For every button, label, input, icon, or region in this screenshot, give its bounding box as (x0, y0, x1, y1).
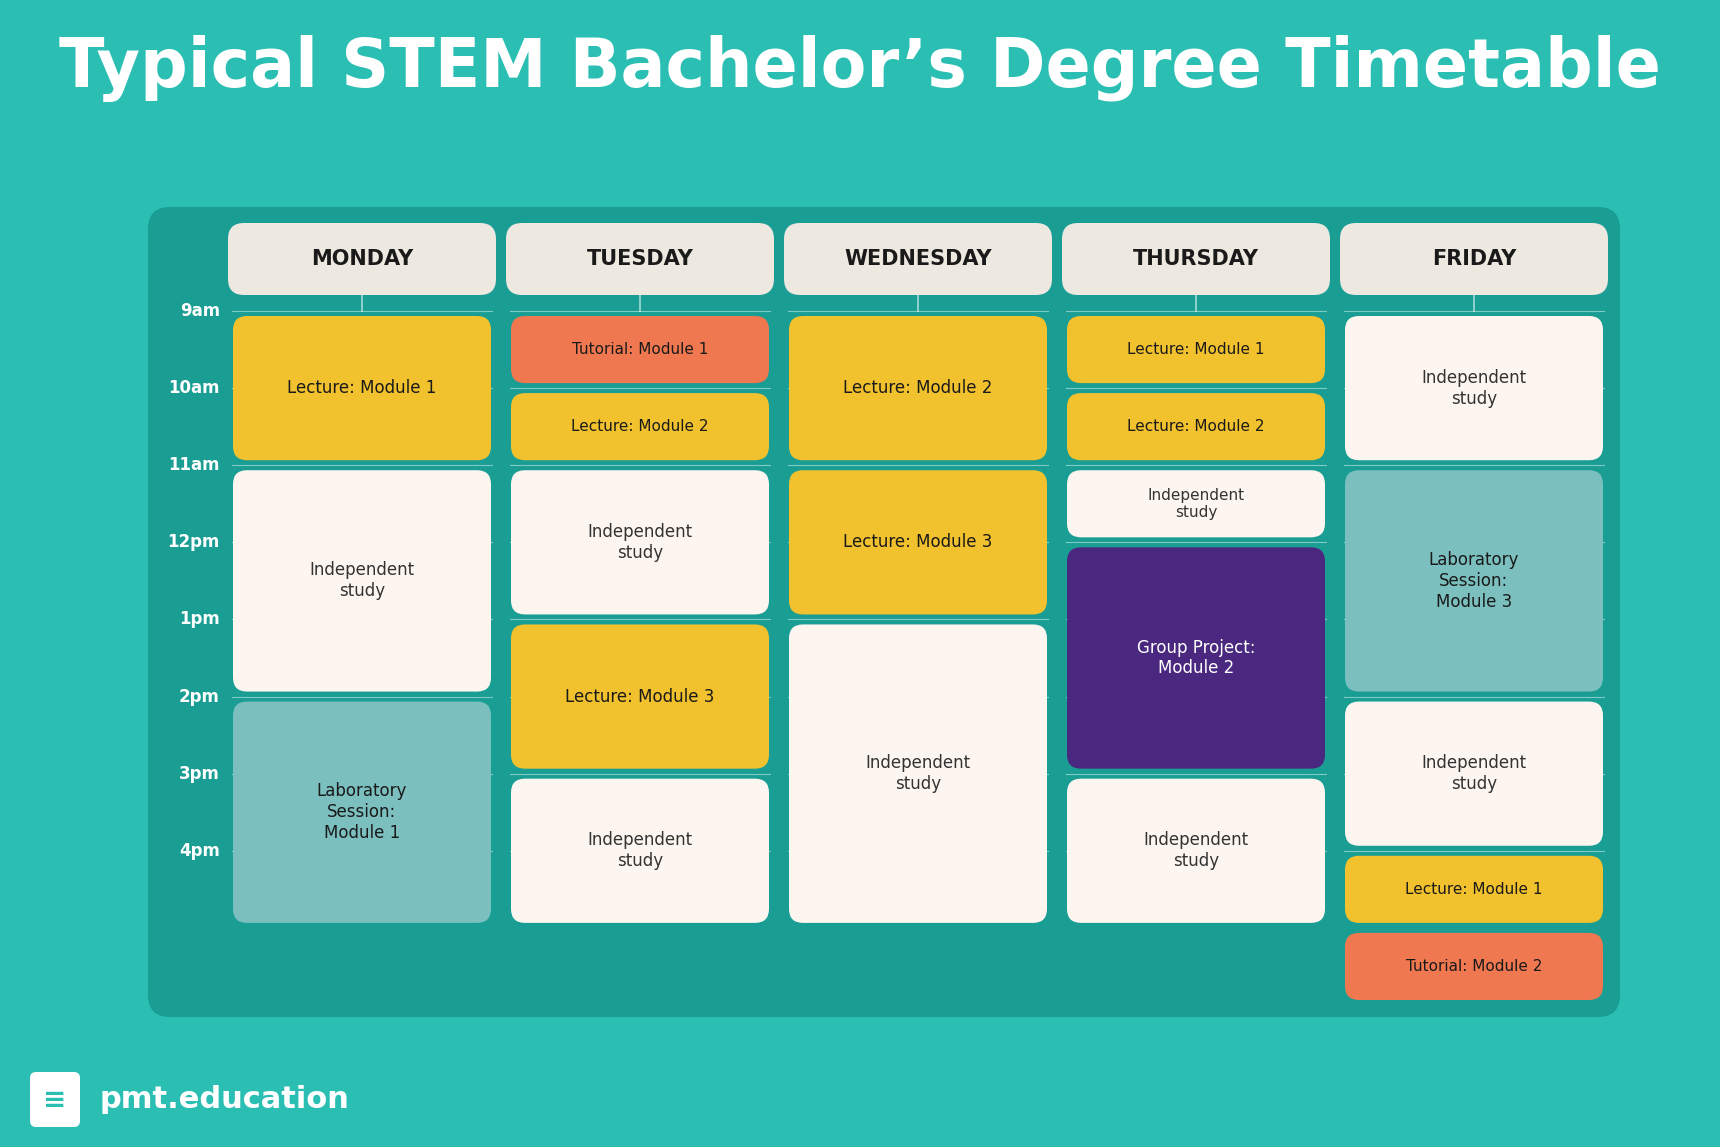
Text: Laboratory
Session:
Module 1: Laboratory Session: Module 1 (316, 782, 408, 842)
FancyBboxPatch shape (1345, 470, 1603, 692)
FancyBboxPatch shape (1066, 470, 1324, 537)
Text: ≡: ≡ (43, 1080, 76, 1118)
Text: Group Project:
Module 2: Group Project: Module 2 (1137, 639, 1256, 678)
Text: 4pm: 4pm (179, 842, 220, 860)
FancyBboxPatch shape (1066, 393, 1324, 460)
FancyBboxPatch shape (1345, 933, 1603, 1000)
Text: Lecture: Module 3: Lecture: Module 3 (843, 533, 992, 552)
FancyBboxPatch shape (1345, 702, 1603, 845)
FancyBboxPatch shape (789, 317, 1047, 460)
FancyBboxPatch shape (1066, 779, 1324, 923)
FancyBboxPatch shape (148, 206, 1620, 1017)
Text: Lecture: Module 2: Lecture: Module 2 (571, 419, 709, 435)
Text: ≡: ≡ (43, 1086, 67, 1114)
Text: Lecture: Module 1: Lecture: Module 1 (287, 380, 437, 397)
Text: Lecture: Module 2: Lecture: Module 2 (843, 380, 992, 397)
Text: 3pm: 3pm (179, 765, 220, 782)
FancyBboxPatch shape (511, 317, 769, 383)
Text: Lecture: Module 2: Lecture: Module 2 (1127, 419, 1264, 435)
Text: 9am: 9am (181, 302, 220, 320)
FancyBboxPatch shape (789, 624, 1047, 923)
FancyBboxPatch shape (1066, 547, 1324, 768)
Text: pmt.education: pmt.education (100, 1085, 349, 1115)
Text: Independent
study: Independent study (865, 755, 970, 793)
Text: TUESDAY: TUESDAY (587, 249, 693, 270)
Text: Lecture: Module 1: Lecture: Module 1 (1127, 342, 1264, 357)
Text: Laboratory
Session:
Module 3: Laboratory Session: Module 3 (1429, 551, 1519, 610)
FancyBboxPatch shape (29, 1072, 81, 1128)
FancyBboxPatch shape (789, 470, 1047, 615)
FancyBboxPatch shape (232, 702, 490, 923)
Text: 12pm: 12pm (167, 533, 220, 552)
Text: 1pm: 1pm (179, 610, 220, 629)
FancyBboxPatch shape (229, 223, 495, 295)
FancyBboxPatch shape (511, 779, 769, 923)
FancyBboxPatch shape (511, 624, 769, 768)
Text: 10am: 10am (169, 380, 220, 397)
FancyBboxPatch shape (784, 223, 1053, 295)
Text: THURSDAY: THURSDAY (1133, 249, 1259, 270)
Text: Tutorial: Module 2: Tutorial: Module 2 (1405, 959, 1543, 974)
Text: Typical STEM Bachelor’s Degree Timetable: Typical STEM Bachelor’s Degree Timetable (58, 34, 1662, 101)
Text: WEDNESDAY: WEDNESDAY (845, 249, 992, 270)
Text: MONDAY: MONDAY (311, 249, 413, 270)
Text: Independent
study: Independent study (1147, 487, 1245, 520)
Text: Independent
study: Independent study (310, 562, 415, 600)
Text: 11am: 11am (169, 457, 220, 474)
FancyBboxPatch shape (1340, 223, 1608, 295)
Text: Independent
study: Independent study (1421, 755, 1527, 793)
Text: Lecture: Module 1: Lecture: Module 1 (1405, 882, 1543, 897)
FancyBboxPatch shape (1345, 317, 1603, 460)
FancyBboxPatch shape (506, 223, 774, 295)
Text: Independent
study: Independent study (588, 523, 693, 562)
FancyBboxPatch shape (1066, 317, 1324, 383)
FancyBboxPatch shape (1061, 223, 1330, 295)
Text: Lecture: Module 3: Lecture: Module 3 (566, 687, 716, 705)
Text: FRIDAY: FRIDAY (1431, 249, 1517, 270)
FancyBboxPatch shape (232, 317, 490, 460)
FancyBboxPatch shape (511, 470, 769, 615)
FancyBboxPatch shape (1345, 856, 1603, 923)
FancyBboxPatch shape (232, 470, 490, 692)
FancyBboxPatch shape (511, 393, 769, 460)
Text: Independent
study: Independent study (1144, 832, 1249, 871)
Text: Independent
study: Independent study (588, 832, 693, 871)
Text: Independent
study: Independent study (1421, 368, 1527, 407)
Text: 2pm: 2pm (179, 687, 220, 705)
Text: Tutorial: Module 1: Tutorial: Module 1 (571, 342, 709, 357)
